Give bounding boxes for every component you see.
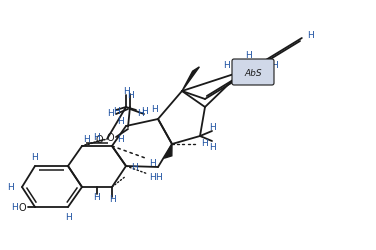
Text: H: H — [109, 195, 115, 204]
Text: H: H — [113, 107, 119, 116]
Text: H: H — [130, 162, 137, 171]
Text: O: O — [18, 202, 26, 212]
Text: H: H — [271, 60, 278, 69]
Text: O: O — [106, 132, 114, 142]
Text: H: H — [138, 108, 144, 117]
Text: H: H — [150, 158, 156, 167]
Text: H: H — [108, 108, 114, 117]
Polygon shape — [164, 144, 172, 158]
Text: H: H — [149, 173, 155, 182]
Text: H: H — [7, 183, 14, 192]
Text: H: H — [117, 134, 123, 143]
Text: H: H — [127, 90, 133, 99]
Text: H: H — [202, 138, 208, 147]
Text: H: H — [209, 122, 215, 131]
Text: H: H — [94, 193, 100, 202]
Text: H: H — [245, 50, 252, 59]
Text: O: O — [96, 134, 103, 144]
Text: H: H — [155, 173, 161, 182]
Text: H: H — [11, 203, 17, 212]
Text: H: H — [209, 142, 215, 151]
Text: H: H — [152, 105, 158, 114]
Text: H: H — [117, 117, 123, 126]
Text: H: H — [306, 30, 313, 39]
Text: AbS: AbS — [244, 68, 262, 77]
Text: H: H — [94, 133, 100, 142]
FancyBboxPatch shape — [232, 60, 274, 86]
Text: H: H — [123, 86, 129, 95]
Text: H: H — [223, 60, 229, 69]
Text: H: H — [65, 213, 71, 222]
Text: H: H — [83, 134, 90, 143]
Polygon shape — [182, 68, 199, 92]
Text: H: H — [141, 107, 147, 116]
Text: H: H — [32, 152, 38, 161]
